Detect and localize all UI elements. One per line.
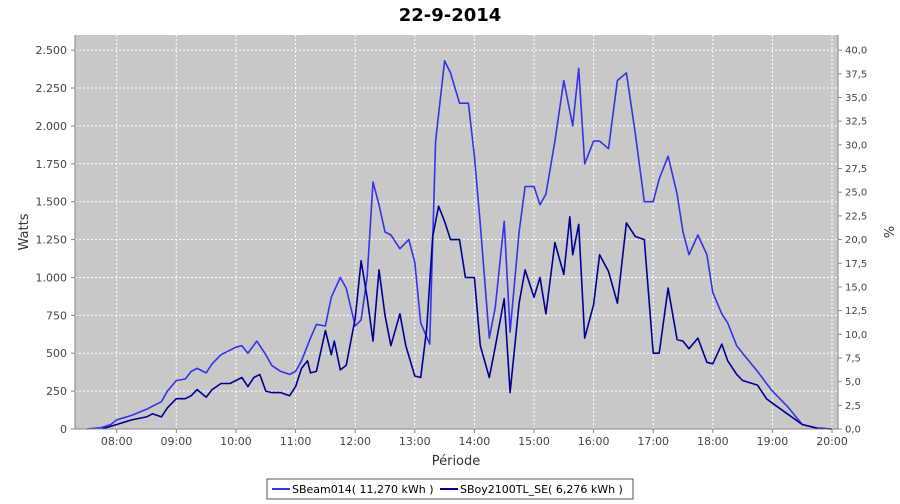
x-tick-label: 20:00 xyxy=(816,435,848,448)
y2-axis-title: % xyxy=(880,226,895,238)
y-tick-label: 1.500 xyxy=(36,196,68,209)
y2-tick-label: 17,5 xyxy=(845,259,867,270)
y2-tick-label: 15,0 xyxy=(845,282,867,293)
y2-tick-label: 10,0 xyxy=(845,330,867,341)
y-tick-label: 750 xyxy=(46,309,67,322)
y-tick-label: 0 xyxy=(60,423,67,436)
y2-tick-label: 20,0 xyxy=(845,235,867,246)
legend: SBeam014( 11,270 kWh ) SBoy2100TL_SE( 6,… xyxy=(266,478,634,500)
series-line-sboy2100tl xyxy=(101,205,833,430)
y2-tick-label: 32,5 xyxy=(845,117,867,128)
x-tick-label: 11:00 xyxy=(280,435,312,448)
y-tick-label: 1.750 xyxy=(36,158,68,171)
y2-tick-label: 35,0 xyxy=(845,93,867,104)
y2-tick-label: 22,5 xyxy=(845,211,867,222)
y2-tick-label: 27,5 xyxy=(845,164,867,175)
x-tick-label: 15:00 xyxy=(518,435,550,448)
x-tick-label: 09:00 xyxy=(160,435,192,448)
x-tick-label: 19:00 xyxy=(757,435,789,448)
x-tick-label: 08:00 xyxy=(101,435,133,448)
y-tick-label: 2.250 xyxy=(36,82,68,95)
legend-label-sbeam014: SBeam014( 11,270 kWh ) xyxy=(292,483,434,496)
x-tick-label: 17:00 xyxy=(637,435,669,448)
y2-tick-label: 37,5 xyxy=(845,69,867,80)
legend-label-sboy2100tl: SBoy2100TL_SE( 6,276 kWh ) xyxy=(460,483,623,496)
y2-tick-label: 40,0 xyxy=(845,46,867,57)
y2-tick-label: 12,5 xyxy=(845,306,867,317)
x-tick-label: 13:00 xyxy=(399,435,431,448)
axes: 08:00 09:00 10:00 11:00 12:00 13:00 14:00 15:00… xyxy=(36,35,867,448)
y-axis-title: Watts xyxy=(17,213,32,250)
x-tick-label: 14:00 xyxy=(459,435,491,448)
chart-title: 22-9-2014 xyxy=(399,5,502,26)
series-layer xyxy=(86,60,833,430)
y-tick-label: 500 xyxy=(46,347,67,360)
y2-tick-label: 7,5 xyxy=(845,353,861,364)
y2-tick-label: 0,0 xyxy=(845,425,861,436)
x-tick-label: 18:00 xyxy=(697,435,729,448)
x-tick-label: 10:00 xyxy=(220,435,252,448)
y-tick-label: 2.500 xyxy=(36,44,68,57)
y-tick-label: 250 xyxy=(46,385,67,398)
y-tick-label: 1.250 xyxy=(36,234,68,247)
y2-tick-label: 25,0 xyxy=(845,188,867,199)
series-line-sbeam014 xyxy=(86,60,833,430)
y-tick-label: 1.000 xyxy=(36,271,68,284)
x-tick-label: 16:00 xyxy=(578,435,610,448)
x-axis-title: Période xyxy=(432,454,481,469)
x-tick-label: 12:00 xyxy=(339,435,371,448)
y2-tick-label: 30,0 xyxy=(845,140,867,151)
y2-tick-label: 5,0 xyxy=(845,377,861,388)
y2-tick-label: 2,5 xyxy=(845,401,861,412)
y-tick-label: 2.000 xyxy=(36,120,68,133)
